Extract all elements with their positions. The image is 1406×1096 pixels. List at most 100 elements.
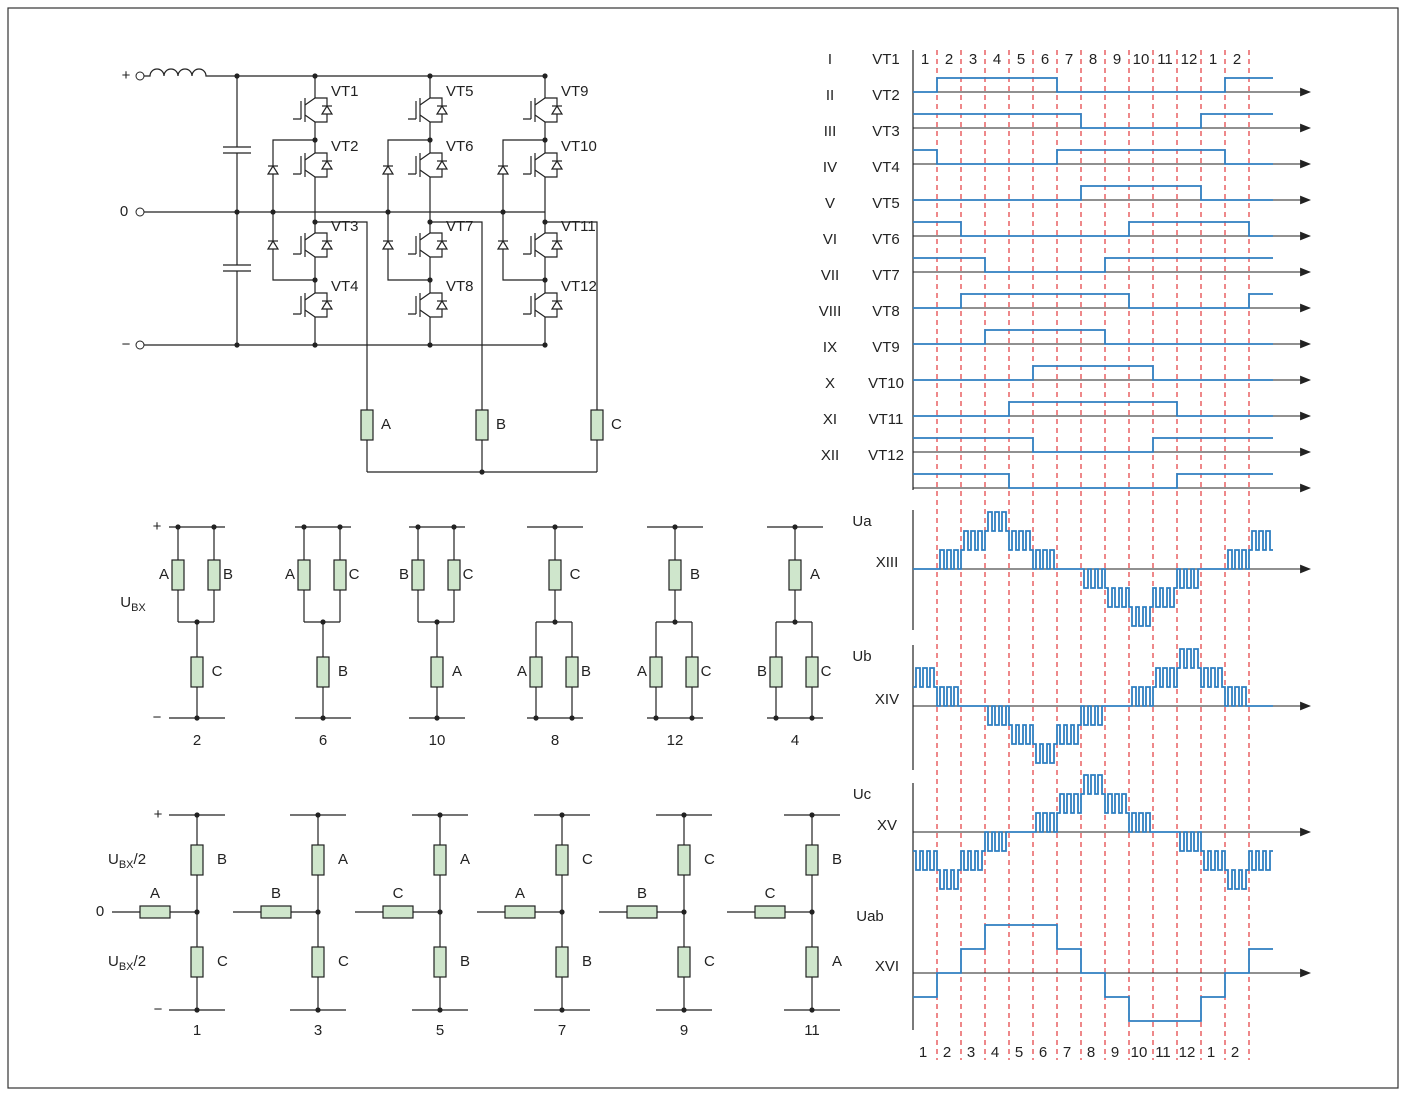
sector-number: 12 xyxy=(1181,51,1198,68)
wire xyxy=(913,438,1273,452)
junction xyxy=(194,619,199,624)
sector-number: 2 xyxy=(1231,1044,1239,1061)
wire xyxy=(913,402,1273,416)
junction xyxy=(542,342,547,347)
resistor xyxy=(806,947,818,977)
junction xyxy=(809,715,814,720)
resistor xyxy=(312,845,324,875)
row-numeral: IV xyxy=(823,159,837,176)
row-numeral: X xyxy=(825,375,835,392)
sector-number: 4 xyxy=(991,1044,999,1061)
wire xyxy=(913,258,1273,272)
resistor xyxy=(770,657,782,687)
load xyxy=(591,410,603,440)
wire xyxy=(293,153,327,177)
resistor xyxy=(530,657,542,687)
junction xyxy=(569,715,574,720)
sector-number: 10 xyxy=(1131,1044,1148,1061)
resistor-label: B xyxy=(690,566,700,583)
junction xyxy=(434,619,439,624)
sector-number: 3 xyxy=(969,51,977,68)
switch-label: VT1 xyxy=(872,51,900,68)
load xyxy=(476,410,488,440)
waveform-label: Ua xyxy=(852,513,872,530)
switch-label: VT1 xyxy=(331,83,359,100)
junction xyxy=(672,524,677,529)
resistor-label: C xyxy=(212,663,223,680)
sector-number: 12 xyxy=(1179,1044,1196,1061)
resistor xyxy=(317,657,329,687)
resistor xyxy=(678,845,690,875)
junction xyxy=(315,812,320,817)
junction xyxy=(542,137,547,142)
terminal xyxy=(136,208,144,216)
caption: 11 xyxy=(804,1022,820,1039)
waveform-label: Uab xyxy=(856,908,884,925)
junction xyxy=(234,209,239,214)
frame xyxy=(8,8,1398,1088)
wire xyxy=(913,150,1273,164)
diode xyxy=(437,106,447,114)
resistor xyxy=(334,560,346,590)
junction xyxy=(809,909,814,914)
sector-number: 1 xyxy=(919,1044,927,1061)
row-numeral: VIII xyxy=(819,303,842,320)
load-label: A xyxy=(381,416,391,433)
resistor-label: C xyxy=(704,851,715,868)
switch-label: VT8 xyxy=(446,278,474,295)
symbol: U xyxy=(108,953,119,970)
row-numeral: XVI xyxy=(875,958,899,975)
waveform-label: Ub xyxy=(852,648,871,665)
resistor xyxy=(191,947,203,977)
wire xyxy=(293,293,327,317)
junction xyxy=(773,715,778,720)
wire xyxy=(293,233,327,257)
resistor-label: A xyxy=(832,953,842,970)
wire xyxy=(503,140,545,280)
resistor-label: C xyxy=(338,953,349,970)
wire xyxy=(315,222,367,472)
rail-label: − xyxy=(153,709,162,726)
row-numeral: XI xyxy=(823,411,837,428)
resistor-label: A xyxy=(150,885,160,902)
junction xyxy=(315,909,320,914)
junction xyxy=(385,209,390,214)
junction xyxy=(672,619,677,624)
sector-number: 5 xyxy=(1015,1044,1023,1061)
junction xyxy=(809,1007,814,1012)
wire xyxy=(408,293,442,317)
junction xyxy=(194,715,199,720)
resistor-label: A xyxy=(517,663,527,680)
resistor xyxy=(678,947,690,977)
resistor xyxy=(669,560,681,590)
junction xyxy=(559,1007,564,1012)
sector-number: 10 xyxy=(1133,51,1150,68)
junction xyxy=(194,909,199,914)
wire xyxy=(913,294,1273,308)
symbol: U xyxy=(108,851,119,868)
wire xyxy=(408,98,442,122)
sector-number: 2 xyxy=(1233,51,1241,68)
switch-label: VT2 xyxy=(872,87,900,104)
resistor xyxy=(298,560,310,590)
terminal-label: + xyxy=(122,67,131,84)
diode xyxy=(383,241,393,249)
row-numeral: XII xyxy=(821,447,839,464)
wire xyxy=(913,222,1273,236)
sector-number: 7 xyxy=(1065,51,1073,68)
junction xyxy=(792,524,797,529)
junction xyxy=(320,619,325,624)
resistor-label: B xyxy=(581,663,591,680)
resistor-label: A xyxy=(285,566,295,583)
resistor xyxy=(191,657,203,687)
junction xyxy=(211,524,216,529)
wire xyxy=(293,98,327,122)
resistor-label: C xyxy=(582,851,593,868)
suffix: /2 xyxy=(134,851,147,868)
caption: 1 xyxy=(193,1022,201,1039)
resistor-label: C xyxy=(821,663,832,680)
wire xyxy=(523,293,557,317)
resistor-label: B xyxy=(399,566,409,583)
resistor xyxy=(434,947,446,977)
wire xyxy=(913,186,1273,200)
